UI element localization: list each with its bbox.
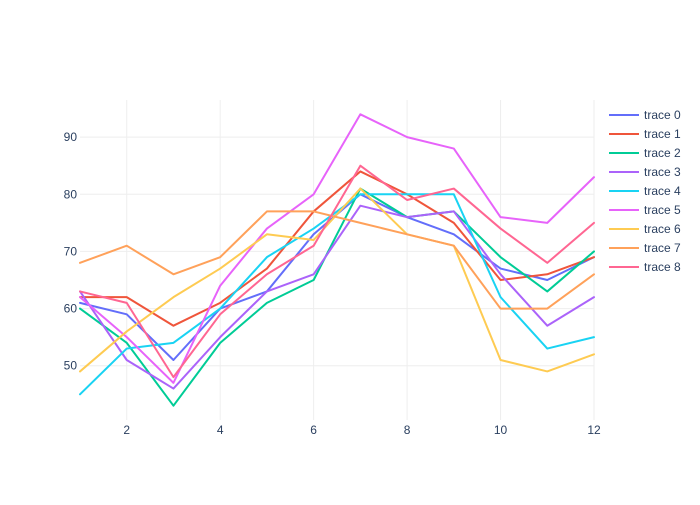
legend-label: trace 4 [644,184,681,198]
x-tick-label: 4 [217,423,224,437]
grid-lines [80,100,595,420]
legend-item[interactable]: trace 3 [609,165,681,179]
series-line-trace-6[interactable] [79,187,595,373]
legend-label: trace 7 [644,241,681,255]
y-tick-label: 50 [64,359,78,373]
series-line-trace-1[interactable] [79,170,595,327]
legend-label: trace 2 [644,146,681,160]
series-line-trace-7[interactable] [79,210,595,310]
legend-label: trace 5 [644,203,681,217]
legend-label: trace 0 [644,108,681,122]
series-line-trace-5[interactable] [79,113,595,384]
series-line-trace-3[interactable] [79,204,595,390]
y-axis: 50 60 70 80 90 [64,130,78,373]
x-tick-label: 2 [123,423,130,437]
x-tick-label: 8 [404,423,411,437]
legend-item[interactable]: trace 6 [609,222,681,236]
legend: trace 0 trace 1 trace 2 trace 3 trace 4 trace… [609,108,681,274]
legend-item[interactable]: trace 1 [609,127,681,141]
legend-item[interactable]: trace 7 [609,241,681,255]
x-tick-label: 12 [587,423,601,437]
legend-item[interactable]: trace 8 [609,260,681,274]
legend-label: trace 6 [644,222,681,236]
series-line-trace-4[interactable] [79,193,595,396]
x-tick-label: 10 [494,423,508,437]
legend-label: trace 3 [644,165,681,179]
legend-label: trace 1 [644,127,681,141]
y-tick-label: 80 [64,187,78,201]
y-tick-label: 90 [64,130,78,144]
plot-area [79,113,595,407]
y-tick-label: 70 [64,244,78,258]
series-line-trace-2[interactable] [79,187,595,407]
legend-item[interactable]: trace 2 [609,146,681,160]
legend-item[interactable]: trace 5 [609,203,681,217]
legend-label: trace 8 [644,260,681,274]
legend-item[interactable]: trace 0 [609,108,681,122]
x-tick-label: 6 [310,423,317,437]
y-tick-label: 60 [64,302,78,316]
series-line-trace-8[interactable] [79,164,595,379]
legend-item[interactable]: trace 4 [609,184,681,198]
x-axis: 2 4 6 8 10 12 [123,423,601,437]
